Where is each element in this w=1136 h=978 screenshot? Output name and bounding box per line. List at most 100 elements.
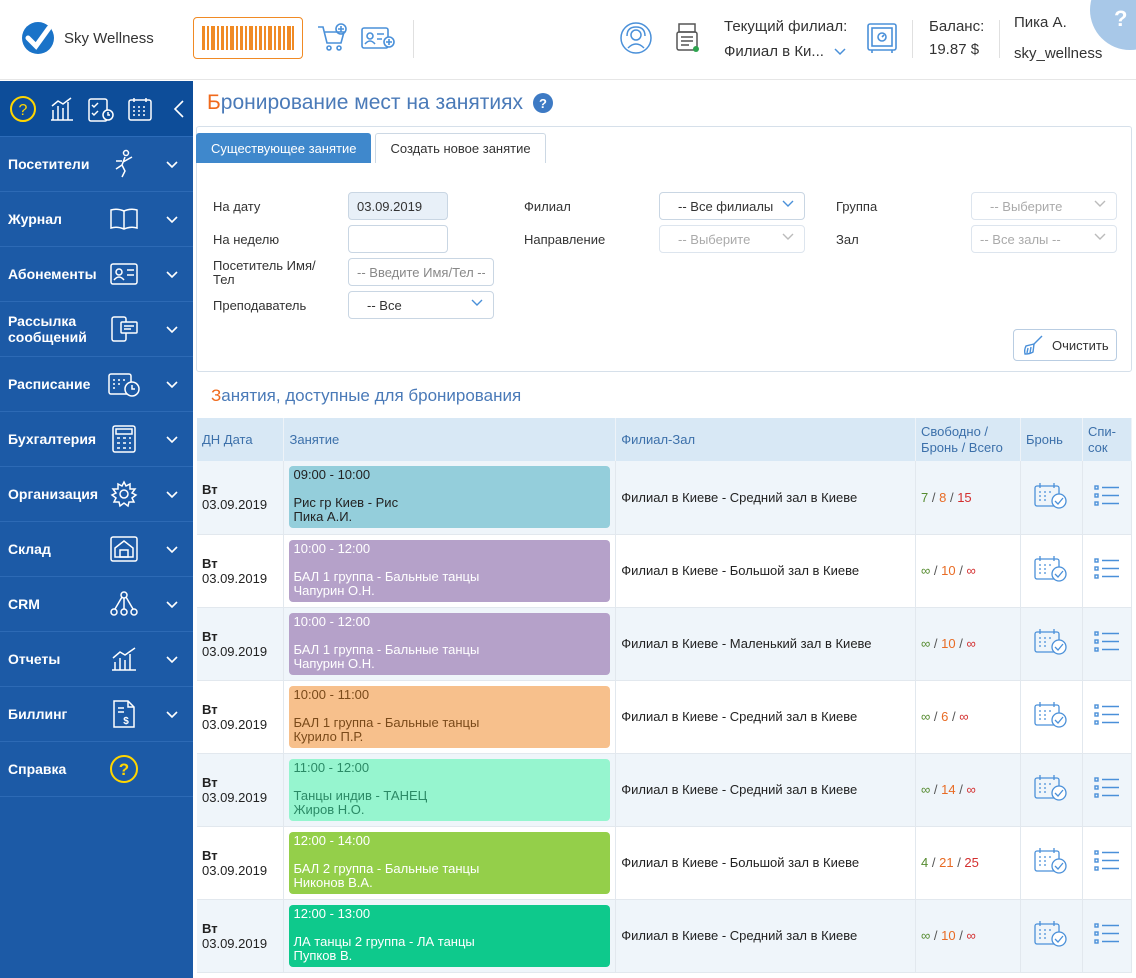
sidebar-item-4[interactable]: Расписание — [0, 357, 193, 412]
book-calendar-icon[interactable] — [1034, 555, 1068, 586]
sidebar-item-10[interactable]: Биллинг $ — [0, 687, 193, 742]
support-button[interactable] — [618, 20, 654, 56]
table-row: Вт 03.09.2019 12:00 - 13:00 ЛА танцы 2 груп… — [197, 899, 1133, 973]
sidebar-item-9[interactable]: Отчеты — [0, 632, 193, 687]
hall-cell: Филиал в Киеве - Средний зал в Киеве — [615, 680, 917, 754]
book-calendar-icon[interactable] — [1034, 920, 1068, 951]
free-count: 4 — [921, 855, 929, 870]
weekday: Вт — [202, 628, 218, 644]
book-calendar-icon[interactable] — [1034, 701, 1068, 732]
sidebar-tasks-button[interactable] — [86, 94, 115, 124]
sidebar-collapse-button[interactable] — [164, 94, 193, 124]
book-calendar-icon[interactable] — [1034, 774, 1068, 805]
sidebar-item-8[interactable]: CRM — [0, 577, 193, 632]
lesson-card[interactable]: 10:00 - 11:00 БАЛ 1 группа - Бальные танц… — [289, 685, 611, 748]
lesson-date: 03.09.2019 — [202, 643, 268, 659]
lesson-card[interactable]: 12:00 - 13:00 ЛА танцы 2 группа - ЛА танц… — [289, 904, 611, 967]
sidebar-item-6[interactable]: Организация — [0, 467, 193, 522]
branch-filter-select[interactable]: -- Все филиалы — [659, 192, 805, 220]
col-header-hall[interactable]: Филиал-Зал — [615, 418, 917, 461]
booked-count: 10 — [941, 928, 956, 943]
help-corner-button[interactable]: ? — [1090, 0, 1136, 50]
sidebar-menu: Посетители Журнал Абонементы Рассылка сообщ… — [0, 137, 193, 797]
hall-cell: Филиал в Киеве - Средний зал в Киеве — [615, 461, 917, 535]
app-name: Sky Wellness — [64, 29, 154, 47]
teacher-select[interactable]: -- Все — [348, 291, 494, 319]
network-icon — [108, 589, 140, 619]
list-icon[interactable] — [1094, 484, 1120, 511]
lesson-time: 10:00 - 12:00 — [293, 613, 371, 629]
tab-existing-lesson[interactable]: Существующее занятие — [196, 133, 372, 163]
free-count: ∞ — [921, 709, 931, 724]
cart-add-button[interactable] — [315, 20, 351, 56]
hall-select[interactable]: -- Все залы -- — [971, 225, 1117, 253]
sidebar-item-11[interactable]: Справка? — [0, 742, 193, 797]
list-icon[interactable] — [1094, 849, 1120, 876]
direction-select[interactable]: -- Выберите — [659, 225, 805, 253]
sidebar-item-2[interactable]: Абонементы — [0, 247, 193, 302]
lesson-card[interactable]: 10:00 - 12:00 БАЛ 1 группа - Бальные танц… — [289, 539, 611, 602]
list-icon[interactable] — [1094, 557, 1120, 584]
lesson-card[interactable]: 12:00 - 14:00 БАЛ 2 группа - Бальные танц… — [289, 831, 611, 894]
sidebar-calendar-button[interactable] — [125, 94, 154, 124]
lesson-card[interactable]: 11:00 - 12:00 Танцы индив - ТАНЕЦ Жиров Н.… — [289, 758, 611, 821]
list-icon[interactable] — [1094, 630, 1120, 657]
list-icon[interactable] — [1094, 776, 1120, 803]
help-circle-icon: ? — [9, 95, 36, 122]
clear-button[interactable]: Очистить — [1013, 329, 1117, 361]
lesson-name: БАЛ 1 группа - Бальные танцы — [293, 641, 480, 657]
lesson-cell: 09:00 - 10:00 Рис гр Киев - Рис Пика А.И. — [283, 461, 617, 535]
book-icon — [108, 204, 140, 234]
book-cell — [1020, 680, 1083, 754]
branch-label: Текущий филиал: — [724, 18, 848, 35]
lesson-cell: 10:00 - 12:00 БАЛ 1 группа - Бальные танц… — [283, 534, 617, 608]
user-name[interactable]: Пика А. — [1014, 14, 1067, 31]
lesson-time: 12:00 - 14:00 — [293, 832, 371, 848]
sidebar-stats-button[interactable] — [47, 94, 76, 124]
book-calendar-icon[interactable] — [1034, 482, 1068, 513]
sidebar-help-button[interactable]: ? — [8, 94, 37, 124]
book-calendar-icon[interactable] — [1034, 847, 1068, 878]
table-row: Вт 03.09.2019 10:00 - 12:00 БАЛ 1 группа - … — [197, 607, 1133, 681]
gear-icon — [108, 479, 140, 509]
col-header-counts[interactable]: Свободно / Бронь / Всего — [915, 418, 1021, 461]
week-label: На неделю — [213, 232, 280, 247]
add-client-button[interactable] — [360, 20, 396, 56]
sidebar-item-3[interactable]: Рассылка сообщений — [0, 302, 193, 357]
app-logo[interactable]: Sky Wellness — [22, 22, 154, 54]
lesson-time: 12:00 - 13:00 — [293, 905, 371, 921]
col-header-lesson[interactable]: Занятие — [283, 418, 617, 461]
list-icon[interactable] — [1094, 703, 1120, 730]
sidebar-item-7[interactable]: Склад — [0, 522, 193, 577]
chevron-down-icon — [166, 541, 178, 557]
lesson-card[interactable]: 10:00 - 12:00 БАЛ 1 группа - Бальные танц… — [289, 612, 611, 675]
lesson-teacher: Никонов В.А. — [293, 874, 373, 890]
list-icon[interactable] — [1094, 922, 1120, 949]
sidebar-item-1[interactable]: Журнал — [0, 192, 193, 247]
visitor-input[interactable]: -- Введите Имя/Тел -- — [348, 258, 494, 286]
sidebar-item-5[interactable]: Бухгалтерия — [0, 412, 193, 467]
lesson-card[interactable]: 09:00 - 10:00 Рис гр Киев - Рис Пика А.И. — [289, 466, 611, 529]
week-input[interactable] — [348, 225, 448, 253]
lesson-cell: 12:00 - 14:00 БАЛ 2 группа - Бальные танц… — [283, 826, 617, 900]
free-count: ∞ — [921, 782, 931, 797]
page-help-icon[interactable]: ? — [532, 93, 553, 113]
tab-create-lesson[interactable]: Создать новое занятие — [375, 133, 546, 163]
cash-register-button[interactable] — [670, 20, 706, 56]
safe-button[interactable] — [864, 20, 900, 56]
sidebar-item-label: Отчеты — [8, 651, 61, 667]
sidebar-item-0[interactable]: Посетители — [0, 137, 193, 192]
date-input[interactable]: 03.09.2019 — [348, 192, 448, 220]
hall-cell: Филиал в Киеве - Маленький зал в Киеве — [615, 607, 917, 681]
group-select[interactable]: -- Выберите — [971, 192, 1117, 220]
weekday: Вт — [202, 847, 218, 863]
table-row: Вт 03.09.2019 10:00 - 12:00 БАЛ 1 группа - … — [197, 534, 1133, 608]
lesson-teacher: Чапурин О.Н. — [293, 582, 375, 598]
section-title-initial: З — [211, 386, 222, 405]
branch-selector[interactable]: Филиал в Ки... — [724, 43, 846, 60]
col-header-date[interactable]: ДН Дата — [197, 418, 285, 461]
chevron-left-icon — [173, 99, 184, 118]
book-calendar-icon[interactable] — [1034, 628, 1068, 659]
counts-cell: 4 / 21 / 25 — [915, 826, 1021, 900]
barcode-scan-button[interactable] — [193, 17, 303, 59]
